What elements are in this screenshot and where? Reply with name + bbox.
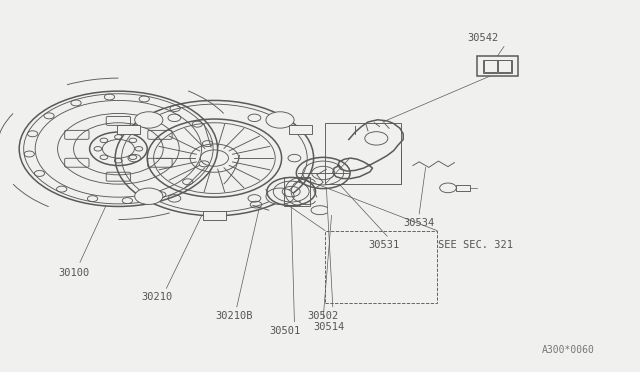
- Text: SEE SEC. 321: SEE SEC. 321: [438, 240, 513, 250]
- Bar: [477, 56, 518, 76]
- Circle shape: [134, 188, 163, 205]
- Circle shape: [266, 112, 294, 128]
- Bar: [289, 125, 312, 134]
- Circle shape: [134, 112, 163, 128]
- Text: 30100: 30100: [58, 268, 89, 278]
- Bar: [325, 231, 437, 303]
- Text: 30514: 30514: [314, 322, 345, 332]
- Bar: [499, 60, 511, 72]
- Bar: [325, 123, 401, 184]
- Text: A300*0060: A300*0060: [542, 345, 595, 355]
- Bar: [456, 185, 470, 191]
- Bar: [483, 60, 512, 73]
- Bar: [117, 125, 140, 134]
- Bar: [203, 211, 226, 220]
- Text: 30501: 30501: [269, 326, 300, 336]
- Circle shape: [266, 188, 294, 205]
- Bar: [284, 177, 310, 206]
- Text: 30502: 30502: [308, 311, 339, 321]
- Text: 30534: 30534: [404, 218, 435, 228]
- Text: 30542: 30542: [468, 33, 499, 43]
- Text: 30531: 30531: [369, 240, 399, 250]
- Bar: [484, 60, 497, 72]
- Text: 30210: 30210: [141, 292, 172, 302]
- Text: 30210B: 30210B: [215, 311, 252, 321]
